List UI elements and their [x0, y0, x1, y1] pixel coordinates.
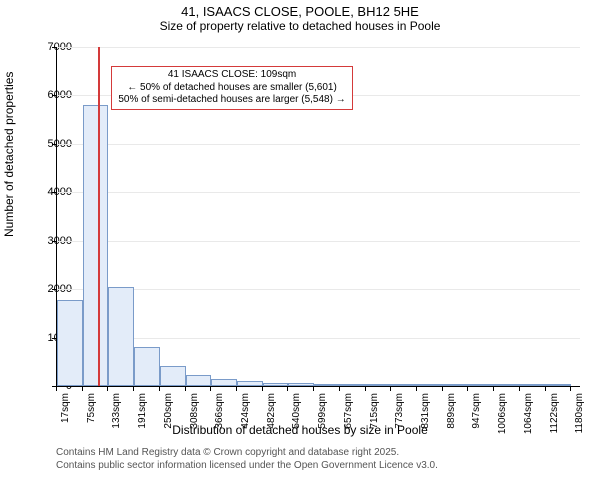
footer-line2: Contains public sector information licen…: [56, 460, 600, 473]
histogram-bar: [340, 384, 366, 386]
annotation-line3: 50% of semi-detached houses are larger (…: [118, 94, 345, 107]
histogram-bar: [417, 384, 443, 386]
x-tick-mark: [365, 387, 366, 391]
annotation-line1: 41 ISAACS CLOSE: 109sqm: [118, 69, 345, 82]
histogram-bar: [186, 375, 212, 386]
x-tick-mark: [159, 387, 160, 391]
histogram-bar: [443, 384, 469, 386]
histogram-bar: [520, 384, 546, 386]
x-tick-mark: [339, 387, 340, 391]
histogram-bar: [494, 384, 520, 386]
footer: Contains HM Land Registry data © Crown c…: [56, 447, 600, 472]
histogram-bar: [546, 384, 572, 386]
x-tick-mark: [107, 387, 108, 391]
histogram-bar: [83, 105, 109, 386]
chart-container: Number of detached properties 0100020003…: [0, 37, 600, 447]
x-tick-mark: [545, 387, 546, 391]
histogram-bar: [108, 287, 134, 386]
x-tick-mark: [519, 387, 520, 391]
property-marker-line: [98, 47, 100, 386]
gridline: [57, 338, 580, 339]
histogram-bar: [134, 347, 160, 386]
histogram-bar: [263, 383, 289, 386]
x-tick-mark: [210, 387, 211, 391]
histogram-bar: [366, 384, 392, 386]
x-tick-mark: [262, 387, 263, 391]
y-axis-label: Number of detached properties: [2, 72, 16, 237]
x-tick-mark: [313, 387, 314, 391]
x-tick-mark: [416, 387, 417, 391]
chart-subtitle: Size of property relative to detached ho…: [0, 19, 600, 33]
annotation-box: 41 ISAACS CLOSE: 109sqm ← 50% of detache…: [111, 66, 352, 110]
x-tick-mark: [570, 387, 571, 391]
x-tick-mark: [493, 387, 494, 391]
chart-title: 41, ISAACS CLOSE, POOLE, BH12 5HE: [0, 4, 600, 19]
histogram-bar: [391, 384, 417, 386]
histogram-bar: [57, 300, 83, 386]
x-tick-mark: [287, 387, 288, 391]
x-tick-mark: [56, 387, 57, 391]
x-tick-mark: [236, 387, 237, 391]
annotation-line2: ← 50% of detached houses are smaller (5,…: [118, 82, 345, 95]
x-tick-mark: [133, 387, 134, 391]
gridline: [57, 144, 580, 145]
histogram-bar: [237, 381, 263, 386]
gridline: [57, 192, 580, 193]
x-tick-mark: [82, 387, 83, 391]
histogram-bar: [468, 384, 494, 386]
histogram-bar: [314, 384, 340, 386]
x-axis-label: Distribution of detached houses by size …: [0, 423, 600, 437]
x-tick-mark: [390, 387, 391, 391]
gridline: [57, 47, 580, 48]
x-tick-mark: [185, 387, 186, 391]
histogram-bar: [288, 383, 314, 386]
histogram-bar: [160, 366, 186, 386]
footer-line1: Contains HM Land Registry data © Crown c…: [56, 447, 600, 460]
x-tick-mark: [442, 387, 443, 391]
plot-area: 41 ISAACS CLOSE: 109sqm ← 50% of detache…: [56, 47, 580, 387]
x-tick-mark: [467, 387, 468, 391]
gridline: [57, 241, 580, 242]
histogram-bar: [211, 379, 237, 386]
gridline: [57, 289, 580, 290]
